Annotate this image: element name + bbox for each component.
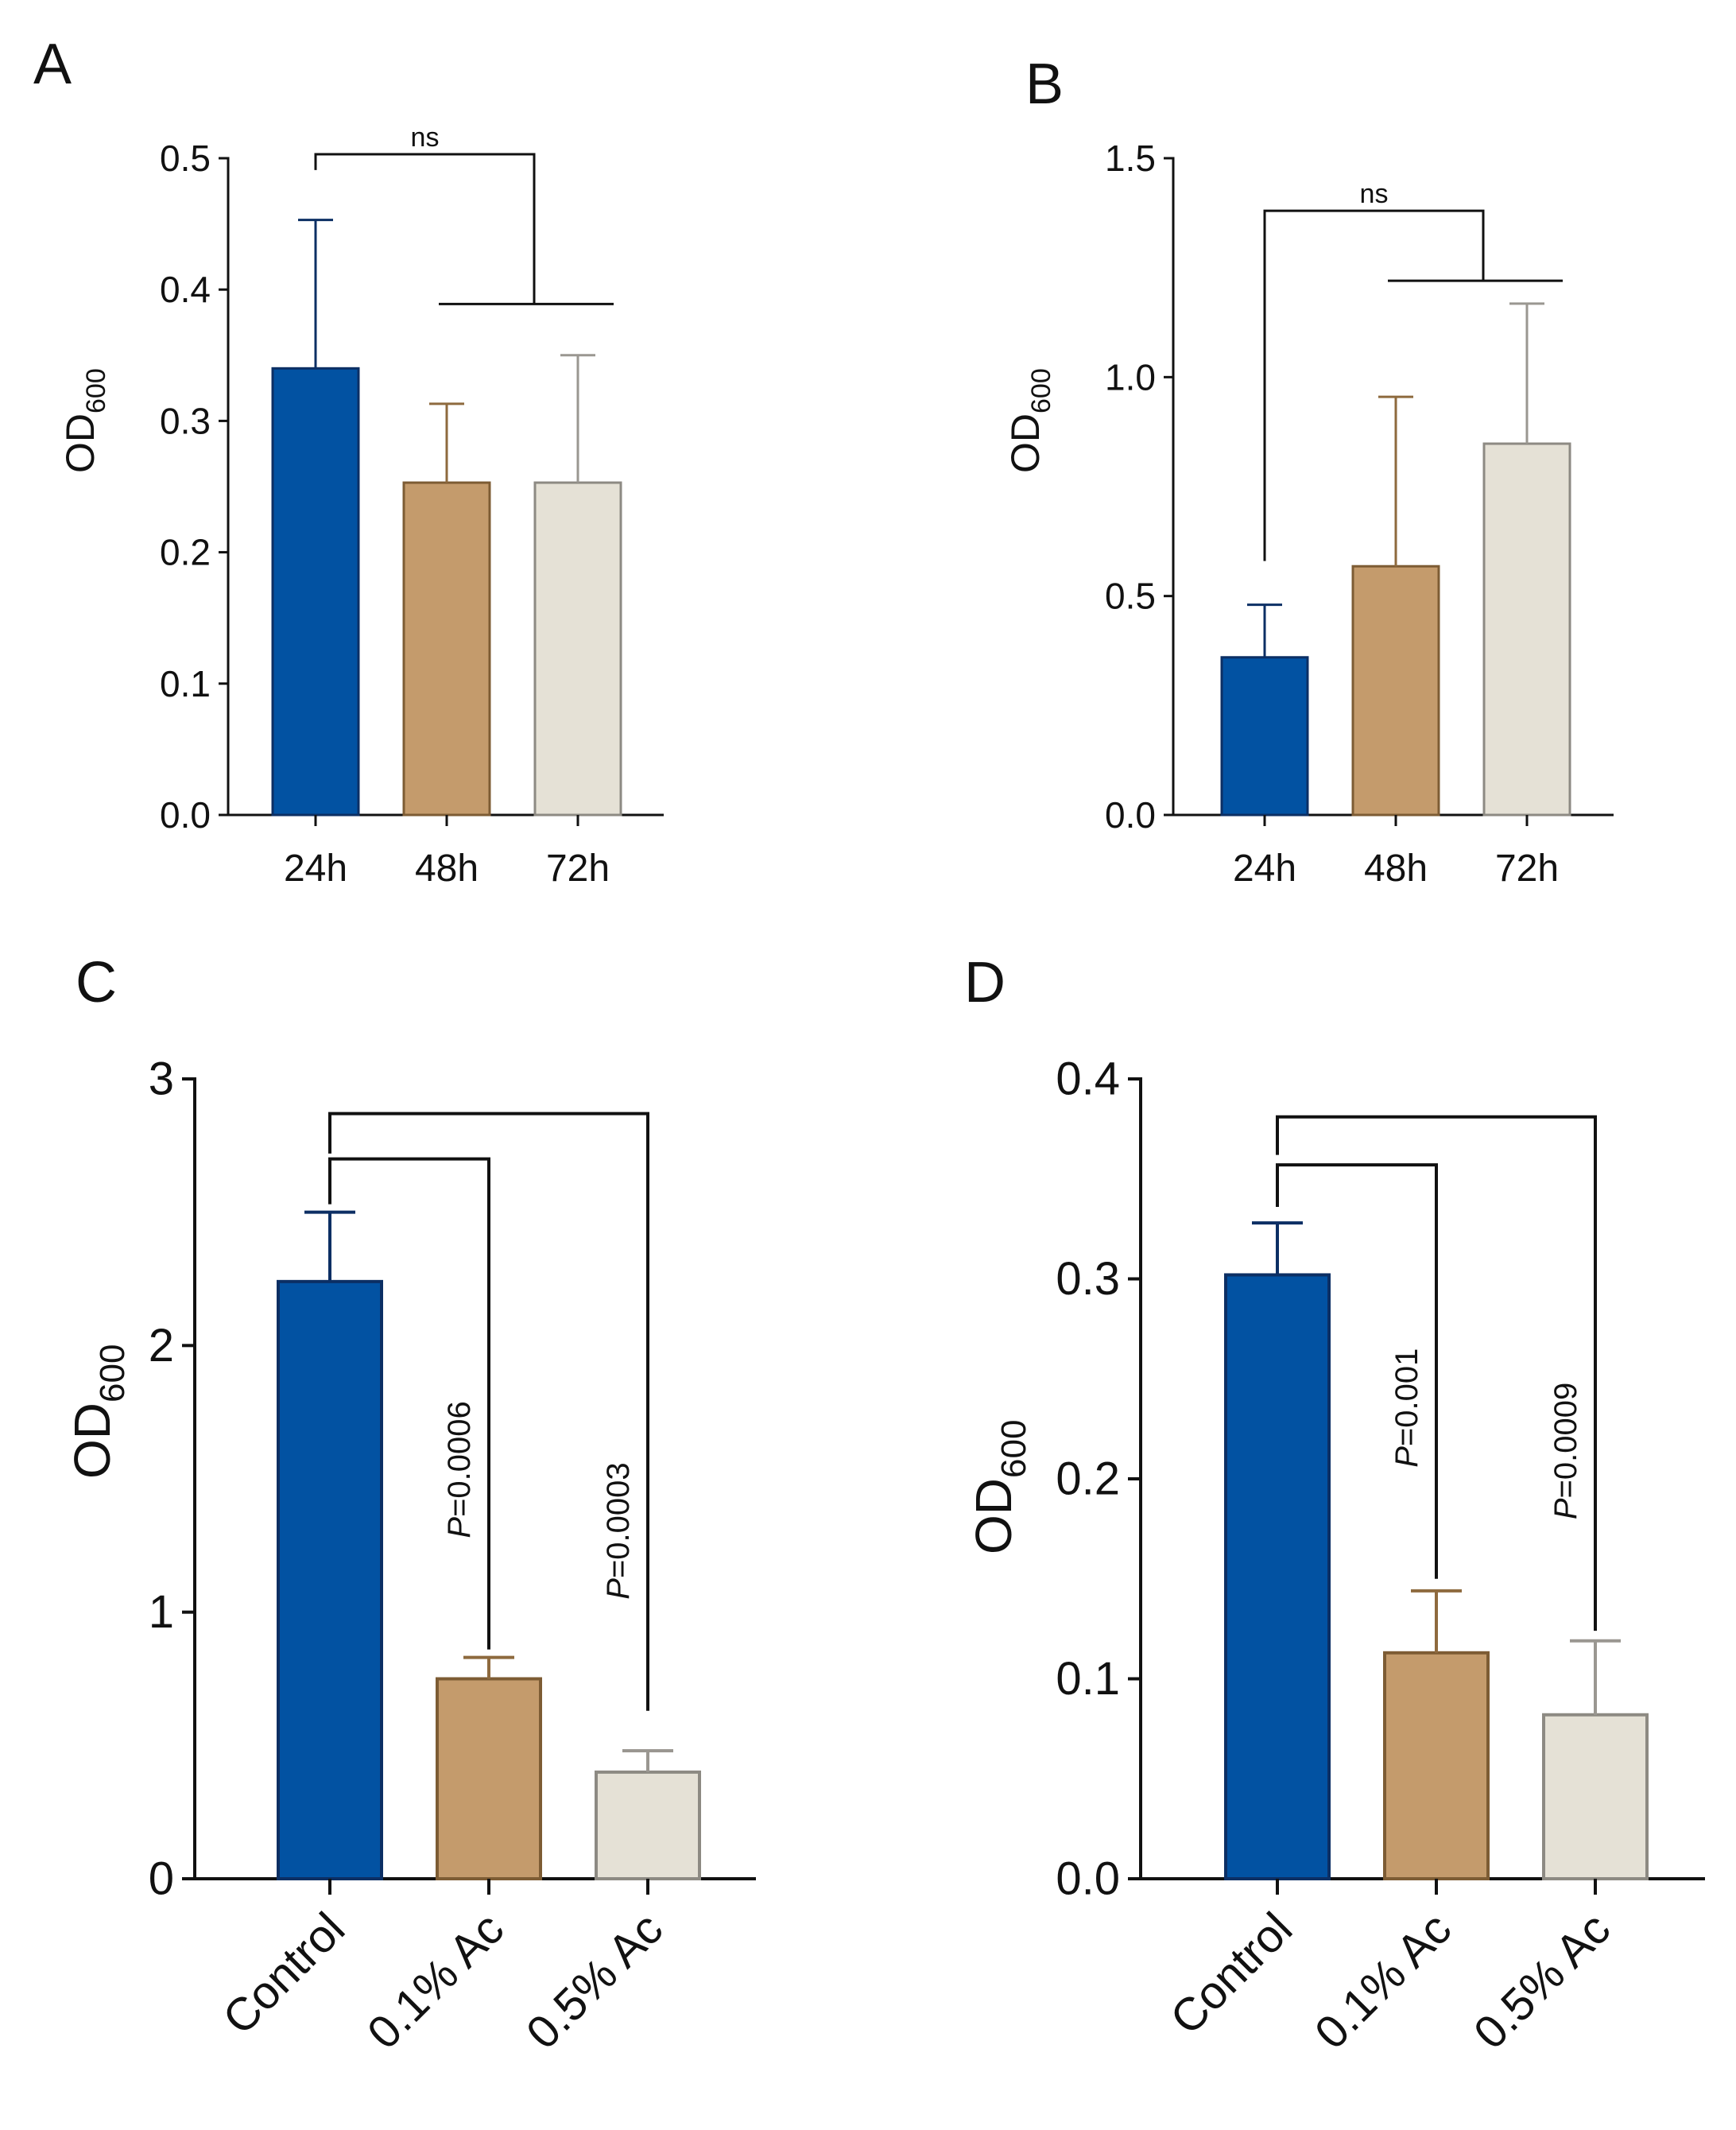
ns-label-b: ns [1360,179,1389,209]
y-tick-label-d: 0.2 [1056,1453,1120,1505]
y-tick-label-c: 0 [149,1853,174,1905]
bar-b-3 [1482,442,1571,817]
p-value-italic-d: P [1389,1446,1424,1468]
bar-a-3 [533,481,622,817]
y-axis-label-c: OD600 [64,1344,132,1479]
p-value-italic-c: P [601,1578,636,1600]
p-value-italic-c: P [442,1517,477,1538]
ns-label-a: ns [411,122,440,153]
y-tick-label-b: 1.0 [1105,356,1156,398]
x-tick-label-b: 72h [1495,848,1559,890]
bar-a-1 [271,367,360,817]
y-tick-label-a: 0.2 [160,532,211,573]
y-axis-label-a: OD600 [58,368,111,473]
y-tick-label-c: 2 [149,1320,174,1372]
y-tick-label-d: 0.3 [1056,1253,1120,1305]
y-tick-label-d: 0.1 [1056,1653,1120,1705]
bar-a-2 [402,481,491,817]
panel-letter-d: D [964,951,1006,1015]
p-value-text-c: =0.0003 [601,1462,636,1578]
panel-a: A OD600 0.0 0.1 0.2 0.3 0.4 0.5 24h 48h 72h ns [33,33,664,890]
x-tick-label-b: 24h [1233,848,1296,890]
x-tick-label-d: Control [1161,1903,1302,2044]
bar-d-2 [1383,1651,1490,1880]
y-axis-label-d: OD600 [965,1420,1033,1554]
y-tick-label-c: 1 [149,1586,174,1638]
x-tick-label-c: 0.1% Ac [358,1903,513,2058]
p-value-label-c-2: P=0.0003 [601,1462,636,1599]
bar-c-3 [595,1770,701,1881]
x-tick-label-a: 72h [546,848,610,890]
p-value-text-d: =0.0009 [1548,1383,1583,1499]
bar-b-2 [1351,565,1440,817]
panel-letter-c: C [76,951,117,1015]
x-tick-label-d: 0.5% Ac [1464,1903,1620,2058]
x-tick-label-a: 48h [415,848,479,890]
y-tick-label-a: 0.4 [160,269,211,310]
p-value-label-d-1: P=0.001 [1389,1348,1424,1468]
panel-d: D OD600 0.0 0.1 0.2 0.3 0.4 Control 0.1% Ac 0.5… [964,951,1705,2059]
y-tick-label-a: 0.1 [160,663,211,704]
significance-bracket-d-2 [1276,1115,1597,1631]
significance-bracket-d-1 [1276,1163,1438,1579]
x-tick-label-a: 24h [284,848,347,890]
bar-c-1 [277,1279,383,1881]
p-value-text-d: =0.001 [1389,1348,1424,1446]
p-value-italic-d: P [1548,1498,1583,1519]
bar-b-1 [1220,656,1309,817]
y-tick-label-a: 0.3 [160,400,211,441]
y-tick-label-a: 0.0 [160,794,211,836]
panel-letter-a: A [33,33,72,96]
bar-d-1 [1224,1273,1331,1880]
y-axis-label-b: OD600 [1003,368,1056,473]
y-tick-label-c: 3 [149,1053,174,1105]
p-value-label-c-1: P=0.0006 [442,1401,477,1538]
panel-letter-b: B [1025,52,1064,116]
bar-c-2 [436,1677,542,1880]
x-tick-label-c: Control [213,1903,355,2044]
significance-bracket-c-2 [328,1112,649,1711]
panel-b: B OD600 0.0 0.5 1.0 1.5 24h 48h 72h ns [1003,52,1614,890]
significance-bracket-a [314,153,536,305]
y-tick-label-a: 0.5 [160,138,211,179]
x-tick-label-b: 48h [1364,848,1428,890]
y-tick-label-b: 1.5 [1105,138,1156,179]
significance-bracket-c-1 [328,1157,490,1650]
x-tick-label-c: 0.5% Ac [517,1903,672,2058]
y-tick-label-d: 0.0 [1056,1853,1120,1905]
significance-bracket-b [1263,209,1485,561]
p-value-text-c: =0.0006 [442,1401,477,1517]
p-value-label-d-2: P=0.0009 [1548,1383,1583,1519]
y-tick-label-d: 0.4 [1056,1053,1120,1105]
bar-d-3 [1542,1713,1649,1881]
x-tick-label-d: 0.1% Ac [1305,1903,1461,2058]
y-tick-label-b: 0.5 [1105,576,1156,617]
y-tick-label-b: 0.0 [1105,794,1156,836]
